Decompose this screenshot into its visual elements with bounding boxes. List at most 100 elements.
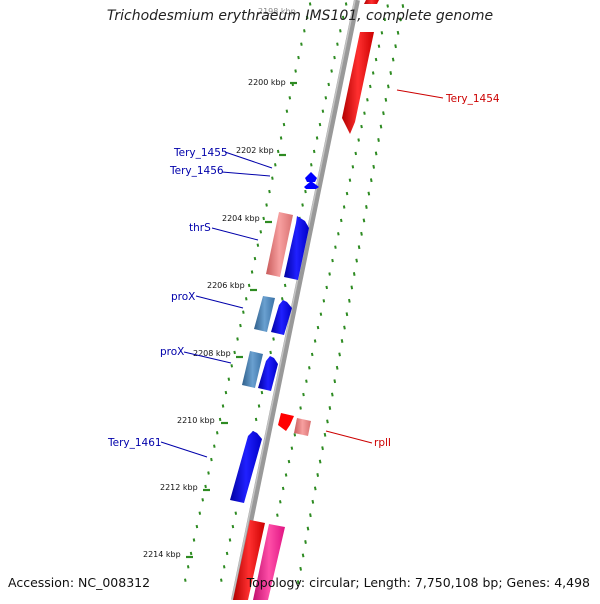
scale-tick xyxy=(337,232,340,236)
scale-tick xyxy=(380,31,384,35)
scale-tick xyxy=(391,57,395,62)
scale-tick xyxy=(323,432,327,437)
gene-tery-1456[interactable] xyxy=(304,181,319,189)
label-rpll[interactable]: rplI xyxy=(374,437,391,449)
scale-tick xyxy=(184,578,187,582)
gene-thrS-pink[interactable] xyxy=(266,212,293,277)
scale-tick xyxy=(331,258,334,263)
scale-tick xyxy=(253,256,257,261)
label-proX-2[interactable]: proX xyxy=(160,346,184,358)
scale-tick xyxy=(257,404,261,408)
gene-tery-1454[interactable] xyxy=(342,32,374,134)
scale-tick xyxy=(345,312,349,317)
scale-tick xyxy=(321,109,325,113)
label-tery-1454[interactable]: Tery_1454 xyxy=(445,93,500,105)
scale-tick xyxy=(342,205,346,209)
gene-labels: Tery_1454 Tery_1455 Tery_1456 thrS proX … xyxy=(107,93,500,449)
scale-label-2198: 2198 kbp xyxy=(258,7,296,16)
gene-magenta-bottom[interactable] xyxy=(253,524,285,600)
leader-rpll xyxy=(325,430,373,444)
scale-tick xyxy=(344,2,348,6)
scale-tick xyxy=(228,538,232,542)
scale-tick xyxy=(305,379,308,383)
scale-tick xyxy=(355,258,358,263)
scale-tick xyxy=(348,298,351,303)
scale-tick xyxy=(328,272,331,276)
scale-tick xyxy=(336,42,339,46)
scale-label-2212: 2212 kbp xyxy=(160,483,198,492)
scale-tick xyxy=(335,365,339,370)
scale-tick xyxy=(207,471,210,475)
label-tery-1461[interactable]: Tery_1461 xyxy=(107,437,162,449)
scale-tick xyxy=(250,270,254,274)
scale-tick xyxy=(340,339,344,343)
label-thrS[interactable]: thrS xyxy=(189,222,211,234)
gene-thrS[interactable] xyxy=(284,216,309,280)
gene-proX-2[interactable] xyxy=(258,356,278,391)
scale-tick xyxy=(259,230,263,234)
scale-label-2200: 2200 kbp xyxy=(248,78,286,87)
gene-tery-1461[interactable] xyxy=(230,431,262,503)
scale-tick xyxy=(304,189,307,194)
tick-track-outer-left xyxy=(184,2,312,582)
scale-tick xyxy=(282,122,286,127)
scale-tick xyxy=(198,511,202,515)
gene-proX-2-steel[interactable] xyxy=(242,351,263,388)
scale-tick xyxy=(300,42,303,46)
scale-tick xyxy=(239,323,242,328)
leader-thrS xyxy=(211,227,259,241)
scale-tick xyxy=(362,218,366,223)
scale-tick xyxy=(319,312,323,316)
scale-tick xyxy=(315,136,319,140)
scale-tick xyxy=(374,151,378,156)
gene-tery-1455[interactable] xyxy=(305,172,317,182)
scale-tick xyxy=(297,55,300,60)
gene-tery-1454-top[interactable] xyxy=(364,0,379,4)
scale-tick xyxy=(327,82,330,87)
scale-tick xyxy=(303,29,306,33)
label-tery-1455[interactable]: Tery_1455 xyxy=(173,147,228,159)
scale-tick xyxy=(294,69,297,73)
scale-label-2210: 2210 kbp xyxy=(177,416,215,425)
scale-tick xyxy=(328,406,332,410)
scale-label-2202: 2202 kbp xyxy=(236,146,274,155)
scale-tick xyxy=(310,163,313,167)
scale-tick xyxy=(377,138,380,142)
scale-label-2204: 2204 kbp xyxy=(222,214,260,223)
scale-tick xyxy=(352,272,356,276)
label-tery-1456[interactable]: Tery_1456 xyxy=(169,165,224,177)
scale-labels: 2198 kbp 2200 kbp 2202 kbp 2204 kbp 2206… xyxy=(143,7,296,559)
scale-tick xyxy=(256,243,260,247)
scale-tick xyxy=(312,149,316,154)
scale-tick xyxy=(310,352,314,357)
scale-label-2206: 2206 kbp xyxy=(207,281,245,290)
scale-tick xyxy=(345,191,349,196)
major-ticks xyxy=(186,81,297,559)
scale-tick xyxy=(324,96,328,100)
scale-tick xyxy=(309,513,312,518)
scale-tick xyxy=(265,203,268,207)
scale-tick xyxy=(330,69,333,73)
gene-proX-1-steel[interactable] xyxy=(254,296,275,332)
scale-tick xyxy=(218,417,222,422)
label-proX-1[interactable]: proX xyxy=(171,291,195,303)
scale-tick xyxy=(382,111,385,116)
scale-tick xyxy=(301,203,304,207)
scale-tick xyxy=(311,499,315,504)
scale-tick xyxy=(290,446,294,450)
scale-tick xyxy=(301,553,305,558)
gene-rpll[interactable] xyxy=(294,418,311,436)
gene-red-bottom[interactable] xyxy=(233,520,265,600)
gene-proX-1[interactable] xyxy=(271,300,292,335)
gene-rpll-arrow[interactable] xyxy=(278,413,294,431)
scale-tick xyxy=(288,96,292,100)
scale-tick xyxy=(299,406,302,410)
scale-tick xyxy=(368,84,372,89)
scale-tick xyxy=(293,433,297,437)
scale-tick xyxy=(389,71,393,75)
scale-tick xyxy=(233,350,236,355)
leader-tery-1456 xyxy=(221,171,271,177)
scale-tick xyxy=(341,15,345,20)
scale-tick xyxy=(305,15,309,20)
